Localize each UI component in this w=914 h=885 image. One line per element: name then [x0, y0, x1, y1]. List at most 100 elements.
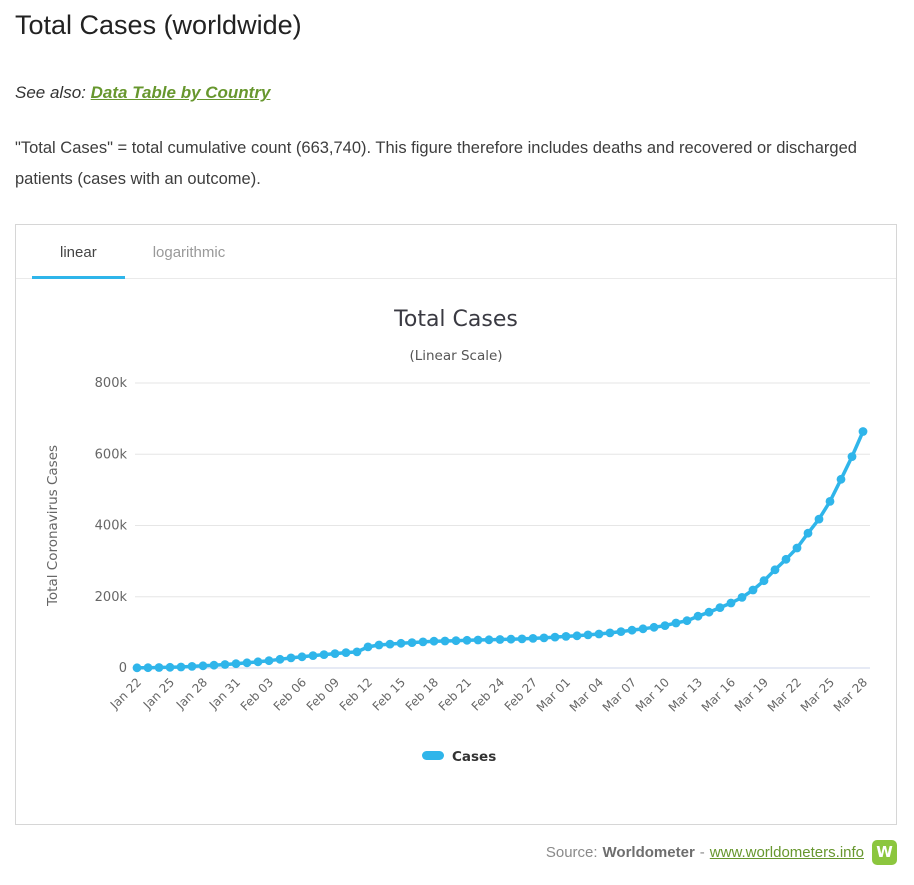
cases-data-point[interactable] [814, 514, 824, 524]
x-tick-label: Feb 03 [238, 675, 276, 713]
tab-logarithmic[interactable]: logarithmic [152, 244, 226, 261]
cases-data-point[interactable] [363, 642, 373, 652]
cases-data-point[interactable] [847, 452, 857, 461]
cases-data-point[interactable] [407, 638, 417, 647]
cases-series-line [135, 429, 865, 670]
cases-data-point[interactable] [649, 622, 659, 632]
cases-data-point[interactable] [759, 576, 769, 586]
cases-data-point[interactable] [231, 659, 241, 669]
cases-data-point[interactable] [154, 663, 164, 672]
cases-data-point[interactable] [704, 607, 714, 617]
cases-data-point[interactable] [572, 631, 582, 641]
cases-data-point[interactable] [396, 638, 406, 648]
cases-data-point[interactable] [792, 543, 802, 553]
cases-data-point[interactable] [539, 633, 549, 643]
x-tick-label: Mar 13 [666, 675, 705, 714]
chart-subtitle: (Linear Scale) [409, 348, 502, 364]
cases-data-point[interactable] [198, 661, 208, 671]
cases-data-point[interactable] [209, 660, 219, 670]
cases-data-point[interactable] [319, 650, 329, 659]
x-tick-label: Jan 31 [206, 675, 243, 712]
cases-data-point[interactable] [308, 651, 318, 660]
cases-data-point[interactable] [671, 618, 681, 628]
x-tick-label: Mar 04 [567, 675, 606, 714]
worldometers-link[interactable]: www.worldometers.info [709, 844, 864, 861]
worldometer-logo-icon: W [872, 840, 897, 865]
cases-data-point[interactable] [484, 635, 494, 645]
cases-data-point[interactable] [462, 635, 472, 645]
y-tick-label: 400k [95, 519, 128, 534]
legend-label[interactable]: Cases [452, 749, 496, 765]
cases-data-point[interactable] [143, 663, 153, 673]
legend-marker[interactable] [422, 751, 444, 760]
cases-data-point[interactable] [594, 629, 604, 639]
cases-data-point[interactable] [220, 660, 230, 669]
x-tick-label: Mar 19 [732, 675, 771, 714]
cases-data-point[interactable] [264, 656, 274, 666]
cases-data-point[interactable] [660, 621, 670, 630]
tab-linear[interactable]: linear [32, 225, 125, 279]
source-name: Worldometer [602, 844, 695, 861]
total-cases-chart: 0 200k 400k 600k 800k Total Coronavirus Cases… [45, 307, 870, 765]
x-tick-label: Feb 15 [370, 675, 408, 713]
cases-data-point[interactable] [451, 636, 461, 646]
cases-data-point[interactable] [638, 624, 648, 634]
cases-data-point[interactable] [726, 598, 736, 608]
logo-letter: W [876, 843, 893, 861]
cases-data-point[interactable] [495, 635, 505, 644]
cases-data-point[interactable] [286, 653, 296, 663]
cases-data-point[interactable] [803, 528, 813, 538]
cases-data-point[interactable] [682, 616, 692, 626]
cases-data-point[interactable] [418, 637, 428, 647]
source-label: Source: [545, 844, 598, 861]
cases-data-point[interactable] [176, 662, 186, 672]
source-separator: - [699, 844, 705, 861]
x-tick-label: Feb 24 [469, 675, 507, 713]
cases-data-point[interactable] [858, 427, 868, 436]
scale-tab-bar: linear logarithmic [16, 225, 896, 279]
x-tick-label: Feb 12 [337, 675, 375, 713]
cases-data-point[interactable] [715, 603, 725, 612]
cases-data-point[interactable] [781, 554, 791, 564]
cases-data-point[interactable] [517, 634, 527, 644]
x-tick-label: Feb 09 [304, 675, 342, 713]
cases-data-point[interactable] [132, 663, 142, 673]
description-text: "Total Cases" = total cumulative count (… [15, 139, 857, 188]
cases-data-point[interactable] [748, 585, 758, 595]
cases-data-point[interactable] [187, 662, 197, 671]
cases-data-point[interactable] [550, 632, 560, 642]
cases-data-point[interactable] [825, 497, 835, 506]
cases-data-point[interactable] [253, 657, 263, 667]
cases-data-point[interactable] [528, 634, 538, 643]
x-tick-label: Mar 07 [600, 675, 639, 714]
cases-data-point[interactable] [616, 627, 626, 636]
cases-data-point[interactable] [605, 628, 615, 638]
x-tick-label: Jan 28 [173, 675, 210, 712]
cases-data-point[interactable] [836, 474, 846, 484]
x-tick-label: Mar 22 [765, 675, 804, 714]
cases-data-point[interactable] [341, 648, 351, 657]
cases-data-point[interactable] [385, 639, 395, 649]
cases-data-point[interactable] [429, 636, 439, 646]
cases-data-point[interactable] [440, 636, 450, 646]
data-table-by-country-link[interactable]: Data Table by Country [90, 83, 271, 102]
cases-data-point[interactable] [506, 634, 516, 644]
cases-data-point[interactable] [583, 630, 593, 640]
cases-data-point[interactable] [297, 652, 307, 662]
cases-data-point[interactable] [165, 662, 175, 672]
cases-data-point[interactable] [242, 658, 252, 668]
cases-data-point[interactable] [374, 640, 384, 650]
cases-data-point[interactable] [770, 565, 780, 575]
cases-data-point[interactable] [627, 625, 637, 635]
x-tick-label: Jan 22 [107, 675, 144, 712]
cases-data-point[interactable] [330, 649, 340, 658]
cases-data-point[interactable] [473, 635, 483, 645]
cases-data-point[interactable] [275, 654, 285, 664]
cases-data-point[interactable] [352, 647, 362, 657]
page-title: Total Cases (worldwide) [15, 10, 302, 40]
y-tick-label: 200k [95, 590, 128, 605]
cases-data-point[interactable] [561, 632, 571, 641]
cases-data-point[interactable] [737, 593, 747, 602]
chart-title: Total Cases [393, 307, 518, 332]
cases-data-point[interactable] [693, 611, 703, 621]
